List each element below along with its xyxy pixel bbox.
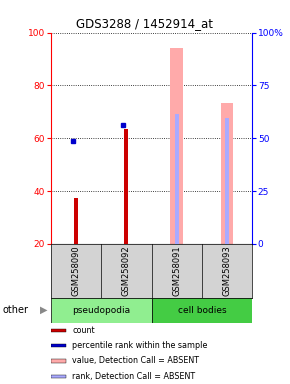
Text: cell bodies: cell bodies bbox=[177, 306, 226, 314]
FancyBboxPatch shape bbox=[51, 298, 152, 323]
Bar bbox=[171, 48, 183, 244]
Text: GSM258092: GSM258092 bbox=[122, 245, 131, 296]
Text: rank, Detection Call = ABSENT: rank, Detection Call = ABSENT bbox=[72, 372, 195, 381]
Text: percentile rank within the sample: percentile rank within the sample bbox=[72, 341, 208, 350]
Bar bbox=[51, 375, 66, 378]
Text: GSM258091: GSM258091 bbox=[172, 245, 181, 296]
Text: pseudopodia: pseudopodia bbox=[72, 306, 130, 314]
Bar bbox=[221, 103, 233, 244]
Text: value, Detection Call = ABSENT: value, Detection Call = ABSENT bbox=[72, 356, 199, 366]
Bar bbox=[225, 118, 229, 244]
Bar bbox=[51, 359, 66, 362]
Text: GSM258093: GSM258093 bbox=[223, 245, 232, 296]
FancyBboxPatch shape bbox=[152, 298, 252, 323]
Text: count: count bbox=[72, 326, 95, 335]
Bar bbox=[74, 198, 78, 244]
Bar bbox=[124, 129, 128, 244]
Bar bbox=[51, 344, 66, 347]
Bar bbox=[51, 329, 66, 332]
Bar bbox=[175, 114, 179, 244]
Text: GSM258090: GSM258090 bbox=[71, 245, 80, 296]
Text: GDS3288 / 1452914_at: GDS3288 / 1452914_at bbox=[77, 17, 213, 30]
Text: ▶: ▶ bbox=[40, 305, 47, 315]
Text: other: other bbox=[3, 305, 29, 315]
